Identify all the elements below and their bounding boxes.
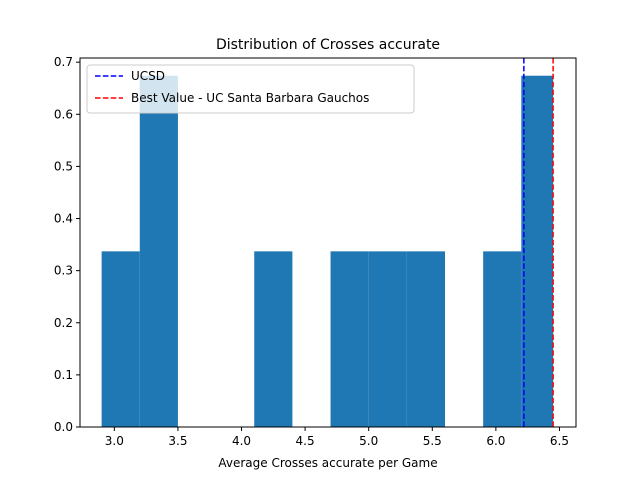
y-tick-label: 0.7 [54,55,73,69]
x-tick-label: 5.0 [359,434,378,448]
x-axis-label: Average Crosses accurate per Game [218,456,437,470]
histogram-bar [139,75,178,427]
y-tick-label: 0.0 [54,420,73,434]
bars-group [101,75,554,427]
histogram-bar [368,251,407,427]
y-tick-label: 0.6 [54,107,73,121]
legend-entry-label: UCSD [131,69,165,83]
reference-lines [523,58,554,427]
histogram-bar [330,251,369,427]
x-axis-ticks: 3.0 3.5 4.0 4.5 5.0 5.5 6.0 6.5 [105,427,569,448]
legend: UCSD Best Value - UC Santa Barbara Gaucho… [86,64,415,114]
y-tick-label: 0.1 [54,368,73,382]
y-axis-ticks: 0.0 0.1 0.2 0.3 0.4 0.5 0.6 0.7 [54,55,80,434]
x-tick-label: 4.0 [232,434,251,448]
axes-frame [79,57,577,428]
y-tick-label: 0.4 [54,212,73,226]
x-tick-label: 3.5 [168,434,187,448]
y-tick-label: 0.2 [54,316,73,330]
y-tick-label: 0.5 [54,159,73,173]
x-tick-label: 3.0 [105,434,124,448]
x-tick-label: 4.5 [296,434,315,448]
y-tick-label: 0.3 [54,264,73,278]
histogram-bar [406,251,446,427]
legend-entry-label: Best Value - UC Santa Barbara Gauchos [131,91,369,105]
x-tick-label: 6.5 [550,434,569,448]
chart-title: Distribution of Crosses accurate [216,37,440,53]
histogram-bar [101,251,140,427]
legend-box [86,64,415,114]
x-tick-label: 5.5 [423,434,442,448]
histogram-bar [521,75,554,427]
histogram-bar [483,251,522,427]
histogram-bar [254,251,293,427]
x-tick-label: 6.0 [486,434,505,448]
